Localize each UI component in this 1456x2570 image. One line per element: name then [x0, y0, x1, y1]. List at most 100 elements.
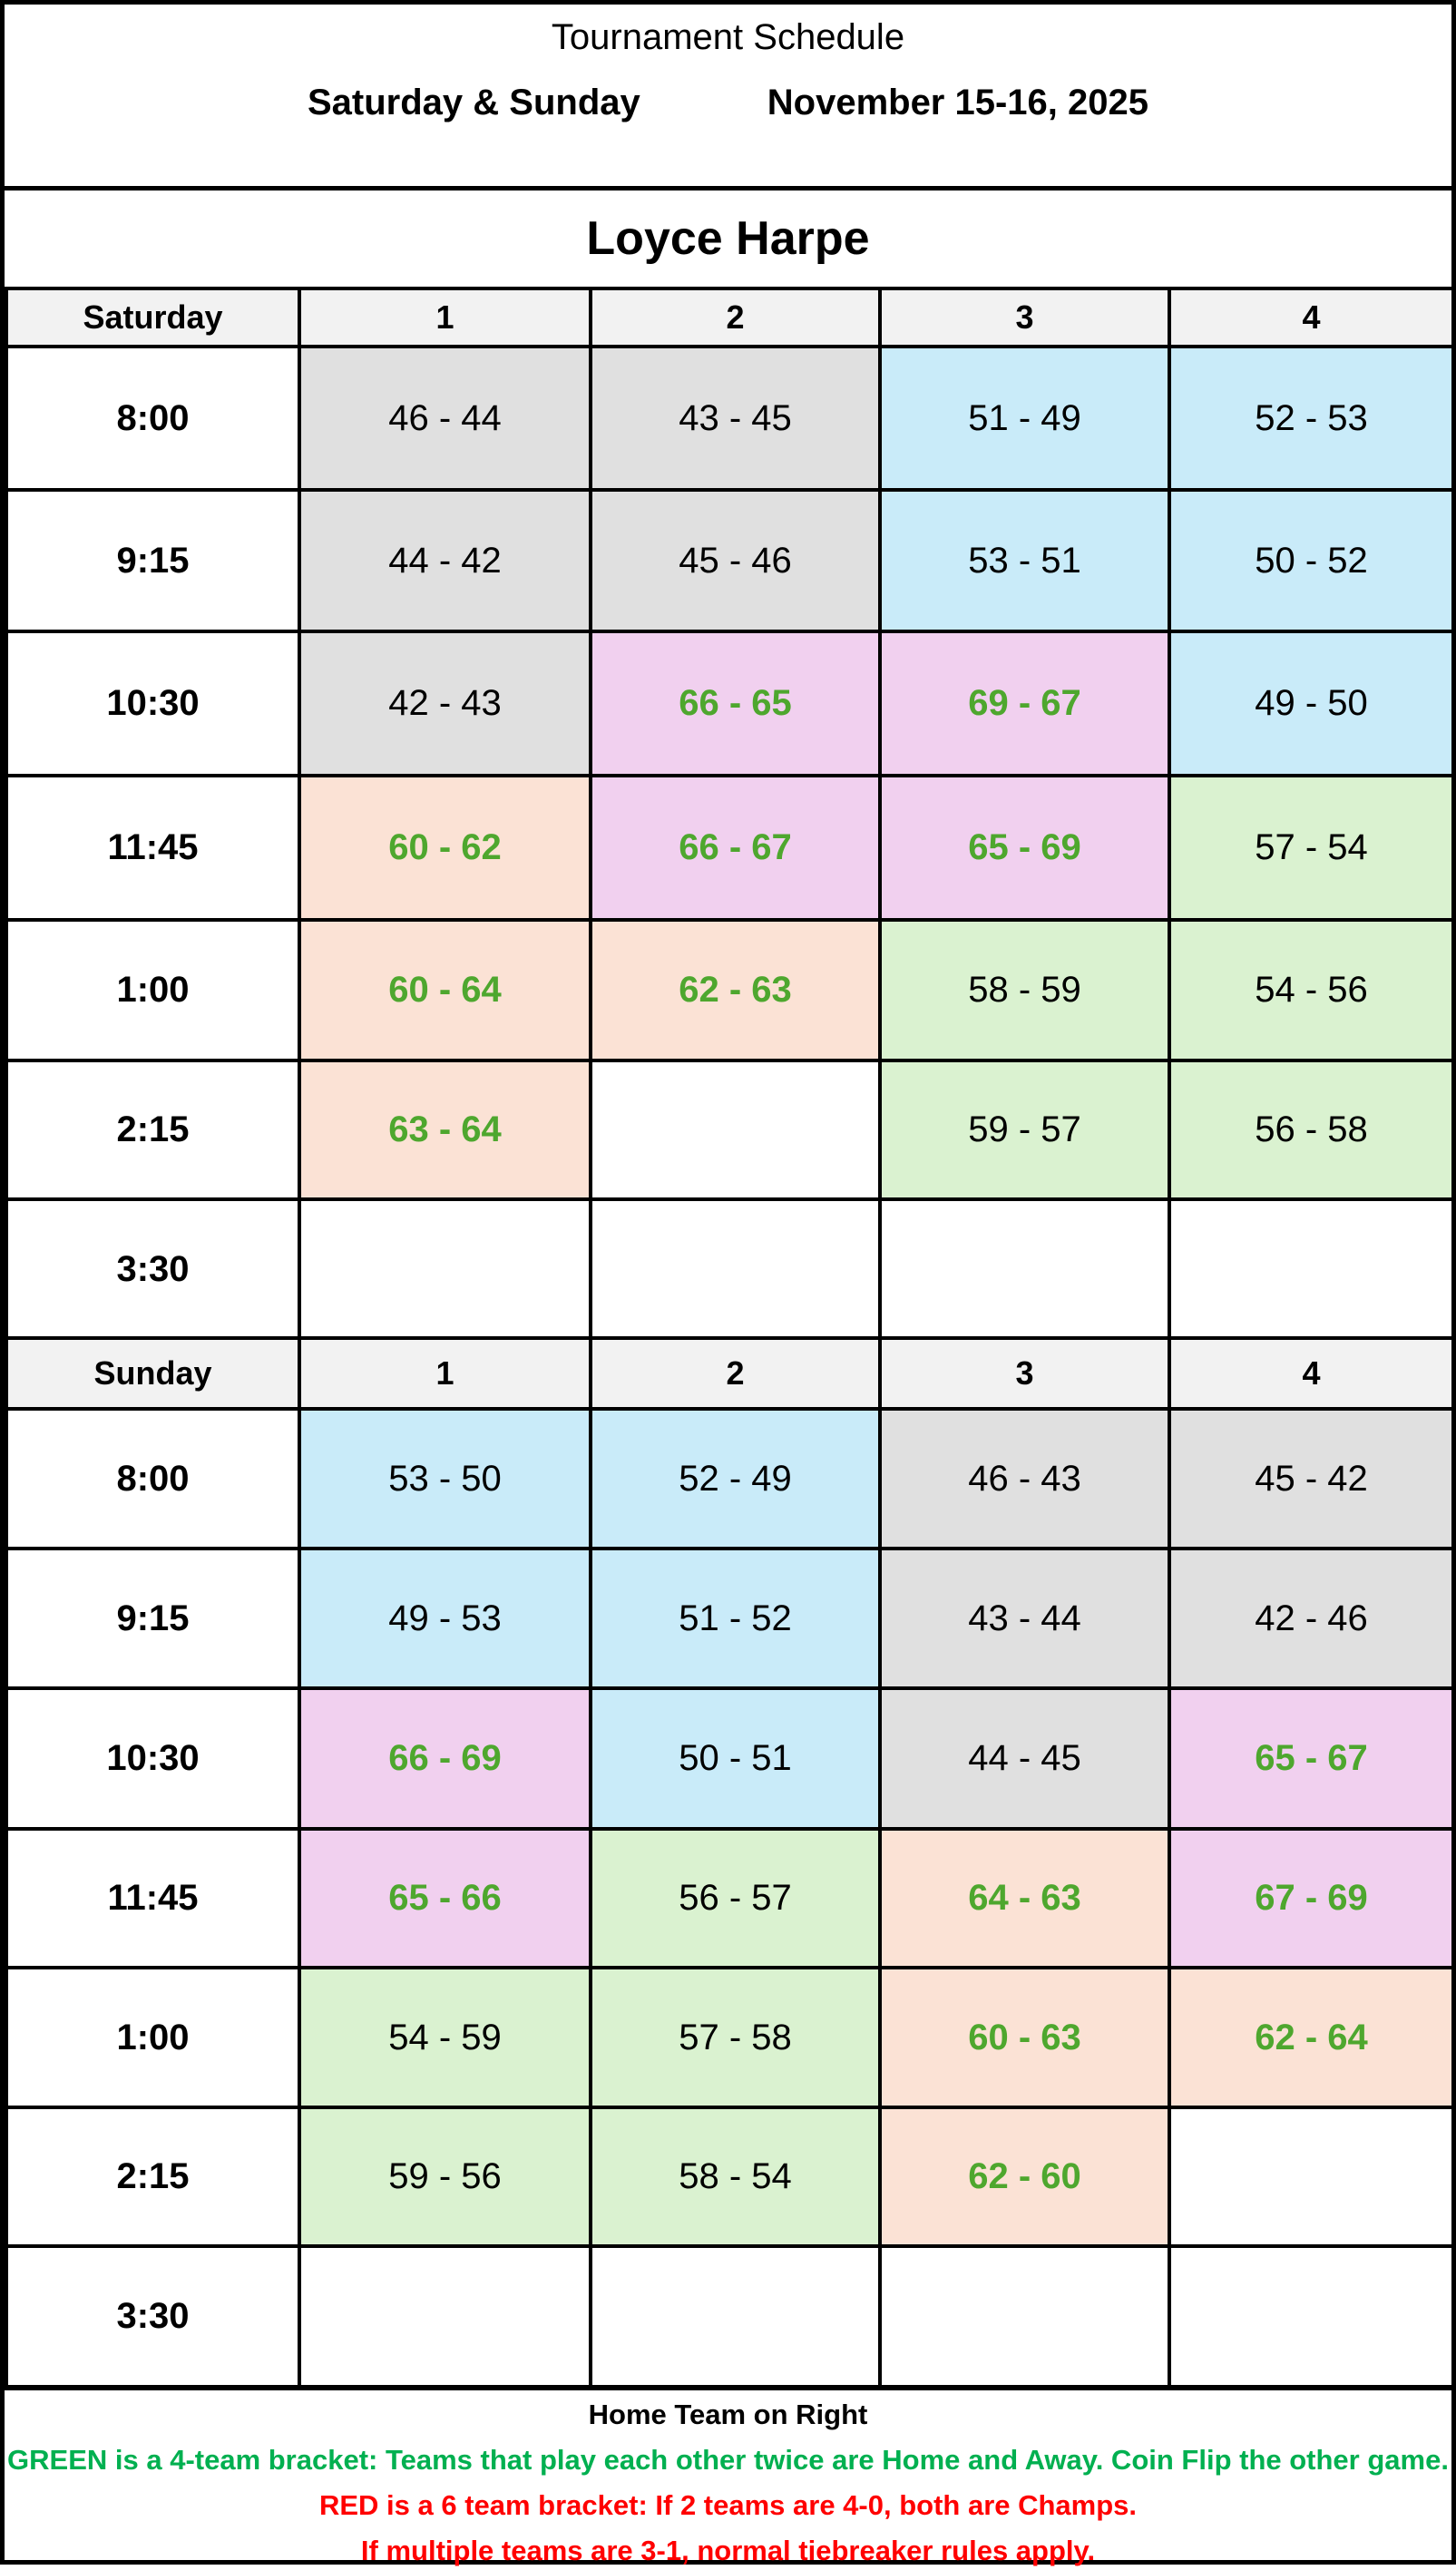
court-header: 3 — [878, 287, 1171, 348]
empty-slot — [878, 2244, 1171, 2389]
game-matchup: 60 - 62 — [298, 774, 592, 922]
time-slot-row: 8:00 46 - 44 43 - 45 51 - 49 52 - 53 — [5, 345, 1455, 492]
game-matchup: 51 - 52 — [589, 1547, 882, 1690]
red-bracket-note-2: If multiple teams are 3-1, normal tiebre… — [360, 2535, 1096, 2566]
time-slot-row: 9:15 44 - 42 45 - 46 53 - 51 50 - 52 — [5, 488, 1455, 633]
empty-slot — [878, 1197, 1171, 1341]
court-header-row: Sunday 1 2 3 4 — [5, 1336, 1455, 1411]
game-matchup: 59 - 57 — [878, 1059, 1171, 1201]
time-slot-row: 11:45 60 - 62 66 - 67 65 - 69 57 - 54 — [5, 774, 1455, 922]
time-label: 10:30 — [5, 1686, 301, 1831]
days-label: Saturday & Sunday — [307, 83, 640, 122]
red-bracket-note-1: RED is a 6 team bracket: If 2 teams are … — [318, 2489, 1138, 2521]
game-matchup: 54 - 59 — [298, 1966, 592, 2109]
time-slot-row: 10:30 66 - 69 50 - 51 44 - 45 65 - 67 — [5, 1686, 1455, 1831]
page-title: Tournament Schedule — [551, 17, 905, 57]
game-matchup: 66 - 67 — [589, 774, 882, 922]
time-slot-row: 8:00 53 - 50 52 - 49 46 - 43 45 - 42 — [5, 1407, 1455, 1550]
empty-slot — [1168, 1197, 1455, 1341]
time-slot-row: 1:00 54 - 59 57 - 58 60 - 63 62 - 64 — [5, 1966, 1455, 2109]
empty-slot — [298, 1197, 592, 1341]
game-matchup: 45 - 46 — [589, 488, 882, 633]
game-matchup: 53 - 50 — [298, 1407, 592, 1550]
game-matchup: 42 - 46 — [1168, 1547, 1455, 1690]
court-header: 4 — [1168, 287, 1455, 348]
time-slot-row: 1:00 60 - 64 62 - 63 58 - 59 54 - 56 — [5, 918, 1455, 1062]
court-header: 2 — [589, 287, 882, 348]
game-matchup: 44 - 45 — [878, 1686, 1171, 1831]
time-label: 10:30 — [5, 630, 301, 777]
time-slot-row: 3:30 — [5, 1197, 1455, 1341]
time-slot-row: 10:30 42 - 43 66 - 65 69 - 67 49 - 50 — [5, 630, 1455, 777]
game-matchup: 65 - 67 — [1168, 1686, 1455, 1831]
day-label: Saturday — [5, 287, 301, 348]
green-bracket-note: GREEN is a 4-team bracket: Teams that pl… — [7, 2444, 1449, 2476]
game-matchup: 45 - 42 — [1168, 1407, 1455, 1550]
footer-notes: Home Team on Right GREEN is a 4-team bra… — [5, 2385, 1451, 2570]
time-slot-row: 2:15 59 - 56 58 - 54 62 - 60 — [5, 2106, 1455, 2248]
dates-label: November 15-16, 2025 — [767, 83, 1149, 122]
game-matchup: 67 - 69 — [1168, 1827, 1455, 1969]
court-header-row: Saturday 1 2 3 4 — [5, 287, 1455, 348]
game-matchup: 64 - 63 — [878, 1827, 1171, 1969]
empty-slot — [589, 1059, 882, 1201]
game-matchup: 58 - 59 — [878, 918, 1171, 1062]
empty-slot — [1168, 2106, 1455, 2248]
time-label: 11:45 — [5, 774, 301, 922]
time-label: 1:00 — [5, 918, 301, 1062]
game-matchup: 52 - 49 — [589, 1407, 882, 1550]
game-matchup: 66 - 69 — [298, 1686, 592, 1831]
time-slot-row: 9:15 49 - 53 51 - 52 43 - 44 42 - 46 — [5, 1547, 1455, 1690]
empty-slot — [589, 1197, 882, 1341]
sunday-schedule-table: Sunday 1 2 3 4 8:00 53 - 50 52 - 49 46 - 43 45 - … — [5, 1336, 1455, 2389]
game-matchup: 69 - 67 — [878, 630, 1171, 777]
game-matchup: 53 - 51 — [878, 488, 1171, 633]
empty-slot — [298, 2244, 592, 2389]
court-header: 2 — [589, 1336, 882, 1411]
game-matchup: 43 - 45 — [589, 345, 882, 492]
schedule-header: Tournament Schedule Saturday & Sunday Nov… — [5, 5, 1451, 191]
time-label: 8:00 — [5, 1407, 301, 1550]
game-matchup: 50 - 52 — [1168, 488, 1455, 633]
time-label: 9:15 — [5, 488, 301, 633]
empty-slot — [1168, 2244, 1455, 2389]
time-label: 9:15 — [5, 1547, 301, 1690]
game-matchup: 43 - 44 — [878, 1547, 1171, 1690]
court-header: 1 — [298, 1336, 592, 1411]
time-label: 3:30 — [5, 1197, 301, 1341]
day-label: Sunday — [5, 1336, 301, 1411]
game-matchup: 56 - 58 — [1168, 1059, 1455, 1201]
venue-name: Loyce Harpe — [5, 191, 1451, 292]
court-header: 1 — [298, 287, 592, 348]
game-matchup: 42 - 43 — [298, 630, 592, 777]
game-matchup: 60 - 63 — [878, 1966, 1171, 2109]
game-matchup: 66 - 65 — [589, 630, 882, 777]
game-matchup: 60 - 64 — [298, 918, 592, 1062]
game-matchup: 62 - 63 — [589, 918, 882, 1062]
game-matchup: 54 - 56 — [1168, 918, 1455, 1062]
game-matchup: 49 - 53 — [298, 1547, 592, 1690]
court-header: 4 — [1168, 1336, 1455, 1411]
game-matchup: 62 - 60 — [878, 2106, 1171, 2248]
time-label: 2:15 — [5, 1059, 301, 1201]
time-slot-row: 11:45 65 - 66 56 - 57 64 - 63 67 - 69 — [5, 1827, 1455, 1969]
game-matchup: 44 - 42 — [298, 488, 592, 633]
game-matchup: 58 - 54 — [589, 2106, 882, 2248]
game-matchup: 65 - 69 — [878, 774, 1171, 922]
game-matchup: 57 - 58 — [589, 1966, 882, 2109]
game-matchup: 50 - 51 — [589, 1686, 882, 1831]
time-label: 2:15 — [5, 2106, 301, 2248]
time-label: 1:00 — [5, 1966, 301, 2109]
saturday-schedule-table: Saturday 1 2 3 4 8:00 46 - 44 43 - 45 51 - 49 52 … — [5, 287, 1455, 1341]
game-matchup: 46 - 43 — [878, 1407, 1171, 1550]
empty-slot — [589, 2244, 882, 2389]
subtitle: Saturday & Sunday November 15-16, 2025 — [5, 83, 1451, 123]
home-team-note: Home Team on Right — [588, 2399, 868, 2430]
game-matchup: 62 - 64 — [1168, 1966, 1455, 2109]
game-matchup: 51 - 49 — [878, 345, 1171, 492]
game-matchup: 65 - 66 — [298, 1827, 592, 1969]
game-matchup: 63 - 64 — [298, 1059, 592, 1201]
time-slot-row: 3:30 — [5, 2244, 1455, 2389]
game-matchup: 56 - 57 — [589, 1827, 882, 1969]
time-label: 8:00 — [5, 345, 301, 492]
